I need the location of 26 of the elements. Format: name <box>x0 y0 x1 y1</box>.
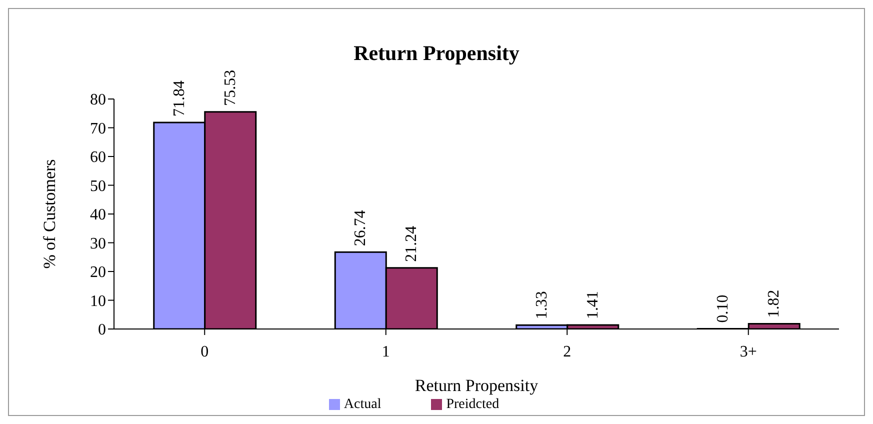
x-tick-label: 2 <box>563 343 572 360</box>
data-label: 1.41 <box>584 290 602 319</box>
legend-label: Preidcted <box>446 397 500 412</box>
x-tick-label: 0 <box>200 343 209 360</box>
x-tick-label: 1 <box>382 343 390 360</box>
x-axis-title: Return Propensity <box>414 376 539 395</box>
y-tick-label: 10 <box>90 292 106 310</box>
y-tick-label: 80 <box>90 92 106 109</box>
data-label: 0.10 <box>714 294 732 323</box>
y-tick-label: 60 <box>90 149 106 166</box>
x-tick-label: 3+ <box>740 343 757 360</box>
data-label: 71.84 <box>170 80 188 116</box>
y-axis-title: % of Customers <box>40 159 60 269</box>
data-label: 75.53 <box>222 70 239 106</box>
y-tick-label: 50 <box>90 178 106 195</box>
data-label: 26.74 <box>352 210 370 246</box>
legend-label: Actual <box>344 397 382 412</box>
y-tick-label: 70 <box>90 120 106 138</box>
chart-title: Return Propensity <box>352 41 520 66</box>
data-label: 1.33 <box>533 291 550 320</box>
y-tick-label: 30 <box>90 235 106 252</box>
y-tick-label: 0 <box>98 322 106 339</box>
data-label: 21.24 <box>403 226 420 262</box>
y-tick-label: 40 <box>90 206 106 224</box>
y-tick-label: 20 <box>90 264 106 282</box>
data-label: 1.82 <box>766 290 783 318</box>
